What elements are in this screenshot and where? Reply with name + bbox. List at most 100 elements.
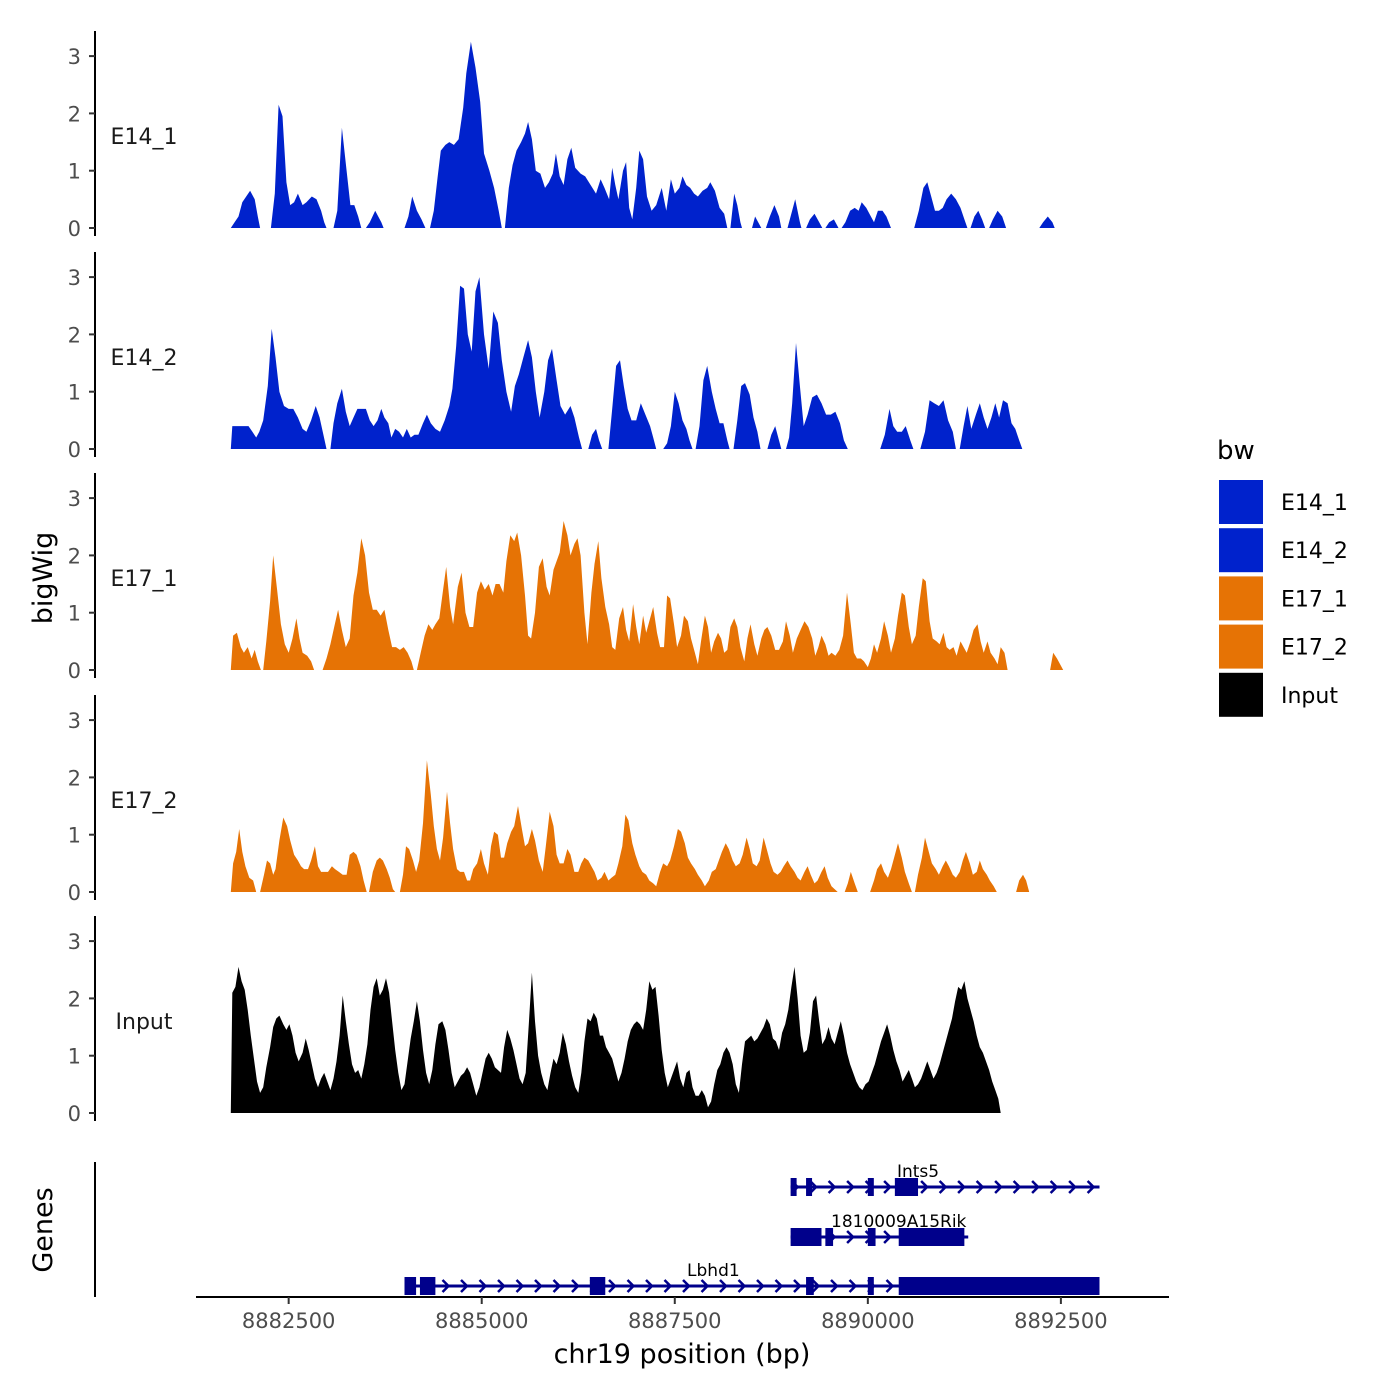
strand-chevron-Lbhd1-19 xyxy=(756,1279,765,1293)
strand-chevron-Lbhd1-24 xyxy=(848,1279,858,1293)
y-tick-label-E17_1-2: 2 xyxy=(68,544,81,568)
y-tick-label-E17_1-3: 3 xyxy=(68,487,81,511)
strand-chevron-Lbhd1-23 xyxy=(830,1279,839,1293)
legend-label-E14_2: E14_2 xyxy=(1281,539,1348,564)
x-tick-label-8887500: 8887500 xyxy=(628,1309,722,1333)
exon-Lbhd1-1 xyxy=(419,1277,436,1295)
y-tick-label-E17_2-0: 0 xyxy=(68,881,81,905)
y-tick-label-Input-2: 2 xyxy=(68,987,81,1011)
gene-label-1810009A15Rik: 1810009A15Rik xyxy=(831,1212,967,1232)
y-tick-label-E14_2-1: 1 xyxy=(68,381,81,405)
y-tick-label-Input-3: 3 xyxy=(68,930,81,954)
x-axis-title: chr19 position (bp) xyxy=(554,1339,811,1370)
strand-chevron-Lbhd1-22 xyxy=(811,1279,821,1293)
y-axis-title: bigWig xyxy=(28,532,59,625)
track-label-Input: Input xyxy=(116,1010,173,1035)
track-Input: 0 1 2 3 Input xyxy=(68,916,1001,1126)
strand-chevron-Ints5-16 xyxy=(1086,1180,1096,1194)
strand-chevron-Lbhd1-17 xyxy=(719,1279,728,1293)
y-tick-label-E14_1-1: 1 xyxy=(68,160,81,184)
strand-chevron-Lbhd1-13 xyxy=(645,1279,654,1293)
legend-title: bw xyxy=(1217,436,1255,466)
strand-chevron-1810009A15Rik-5 xyxy=(883,1230,892,1244)
legend-label-E17_2: E17_2 xyxy=(1281,636,1348,661)
x-axis: 8882500 8885000 8887500 8890000 8892500 xyxy=(196,1296,1169,1333)
legend-swatch-E17_2 xyxy=(1219,624,1263,669)
strand-chevron-Lbhd1-15 xyxy=(682,1279,691,1293)
x-tick-label-8892500: 8892500 xyxy=(1014,1309,1108,1333)
strand-chevron-Ints5-5 xyxy=(883,1180,892,1194)
strand-chevron-Lbhd1-14 xyxy=(663,1279,673,1293)
strand-chevron-Ints5-1 xyxy=(809,1180,818,1194)
track-label-E17_2: E17_2 xyxy=(111,789,178,814)
y-tick-label-E17_1-1: 1 xyxy=(68,602,81,626)
gene-label-Lbhd1: Lbhd1 xyxy=(687,1261,740,1281)
exon-Ints5-0 xyxy=(790,1178,797,1196)
exon-Ints5-3 xyxy=(894,1178,919,1196)
strand-chevron-Lbhd1-18 xyxy=(737,1279,747,1293)
legend-label-E17_1: E17_1 xyxy=(1281,587,1348,612)
strand-chevron-Lbhd1-26 xyxy=(885,1279,895,1293)
y-tick-label-Input-0: 0 xyxy=(68,1102,81,1126)
legend-swatch-E17_1 xyxy=(1219,576,1263,621)
strand-chevron-Ints5-11 xyxy=(994,1180,1003,1194)
area-E14_1 xyxy=(230,41,1055,228)
exon-Ints5-1 xyxy=(806,1178,813,1196)
exon-1810009A15Rik-1 xyxy=(825,1228,834,1246)
strand-chevron-Ints5-2 xyxy=(827,1180,837,1194)
y-tick-label-Input-1: 1 xyxy=(68,1045,81,1069)
strand-chevron-Lbhd1-8 xyxy=(552,1279,562,1293)
strand-chevron-Lbhd1-11 xyxy=(608,1279,617,1293)
strand-chevron-Lbhd1-3 xyxy=(460,1279,469,1293)
x-tick-label-8890000: 8890000 xyxy=(821,1309,915,1333)
gene-label-Ints5: Ints5 xyxy=(897,1162,939,1182)
strand-chevron-Ints5-12 xyxy=(1012,1180,1022,1194)
strand-chevron-Ints5-10 xyxy=(975,1180,985,1194)
y-tick-label-E17_2-3: 3 xyxy=(68,709,81,733)
genes-axis-title: Genes xyxy=(28,1187,59,1272)
y-tick-label-E14_1-3: 3 xyxy=(68,45,81,69)
strand-chevron-Ints5-7 xyxy=(920,1180,929,1194)
area-E17_1 xyxy=(230,521,1064,670)
signal-tracks: 0 1 2 3 E14_1 0 1 2 3 E14_2 0 1 2 3 E17_1 0 1 2 3 E17_2 0 1 2 3… xyxy=(68,31,1064,1126)
track-label-E17_1: E17_1 xyxy=(111,567,178,592)
legend-swatch-E14_1 xyxy=(1219,480,1263,524)
strand-chevron-Lbhd1-12 xyxy=(626,1279,636,1293)
strand-chevron-Lbhd1-4 xyxy=(478,1279,488,1293)
strand-chevron-Ints5-3 xyxy=(846,1180,855,1194)
exon-Lbhd1-3 xyxy=(806,1277,814,1295)
strand-chevron-Ints5-13 xyxy=(1031,1180,1040,1194)
strand-chevron-Ints5-15 xyxy=(1068,1180,1077,1194)
y-tick-label-E17_2-1: 1 xyxy=(68,824,81,848)
gene-Lbhd1: Lbhd1 xyxy=(404,1261,1100,1295)
gene-Ints5: Ints5 xyxy=(790,1162,1100,1196)
exon-Ints5-2 xyxy=(867,1178,874,1196)
legend: bw E14_1 E14_2 E17_1 E17_2 Input xyxy=(1217,436,1348,717)
strand-chevron-1810009A15Rik-3 xyxy=(846,1230,855,1244)
y-tick-label-E17_2-2: 2 xyxy=(68,766,81,790)
exon-1810009A15Rik-0 xyxy=(790,1228,822,1246)
strand-chevron-Ints5-14 xyxy=(1049,1180,1059,1194)
area-E14_2 xyxy=(230,277,1023,449)
y-tick-label-E14_2-3: 3 xyxy=(68,266,81,290)
track-label-E14_1: E14_1 xyxy=(111,125,178,150)
exon-1810009A15Rik-2 xyxy=(867,1228,876,1246)
strand-chevron-Ints5-8 xyxy=(938,1180,948,1194)
exon-Lbhd1-2 xyxy=(589,1277,606,1295)
x-tick-label-8885000: 8885000 xyxy=(435,1309,529,1333)
strand-chevron-Lbhd1-20 xyxy=(774,1279,784,1293)
strand-chevron-Lbhd1-9 xyxy=(571,1279,580,1293)
gene-track: Ints5 1810009A15Rik Lbhd1 xyxy=(94,1162,1100,1297)
y-tick-label-E14_1-0: 0 xyxy=(68,217,81,241)
y-tick-label-E14_1-2: 2 xyxy=(68,102,81,126)
area-Input xyxy=(230,966,1001,1113)
strand-chevron-Lbhd1-2 xyxy=(441,1279,451,1293)
track-E14_2: 0 1 2 3 E14_2 xyxy=(68,252,1023,462)
y-tick-label-E14_2-0: 0 xyxy=(68,438,81,462)
strand-chevron-Lbhd1-7 xyxy=(534,1279,543,1293)
x-tick-label-8882500: 8882500 xyxy=(242,1309,336,1333)
legend-swatch-Input xyxy=(1219,672,1263,717)
exon-Lbhd1-5 xyxy=(898,1277,1100,1295)
exon-1810009A15Rik-3 xyxy=(898,1228,965,1246)
